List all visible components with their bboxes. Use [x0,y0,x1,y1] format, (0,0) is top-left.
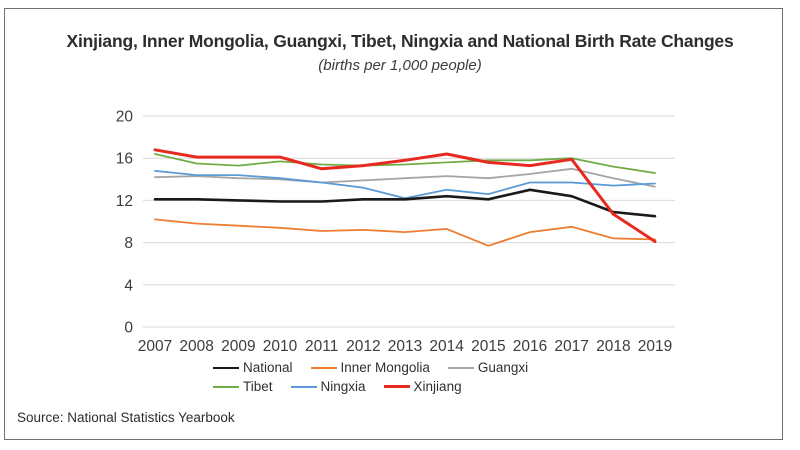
x-tick-label: 2019 [638,338,672,355]
legend-label: Xinjiang [413,379,462,394]
x-tick-label: 2013 [388,338,422,355]
legend-item-national: National [213,360,293,375]
legend-item-tibet: Tibet [213,379,273,394]
legend-line-swatch [213,366,239,369]
series-line-guangxi [154,167,656,188]
x-tick-label: 2016 [513,338,547,355]
y-tick-label: 20 [116,109,134,126]
chart-legend: National Inner Mongolia Guangxi Tibet Ningxi… [213,360,528,394]
legend-line-swatch [447,366,474,369]
series-line-ningxia [154,169,656,200]
legend-item-guangxi: Guangxi [447,360,529,375]
legend-label: Tibet [243,379,273,394]
x-tick-label: 2018 [596,338,630,355]
y-tick-label: 4 [124,277,133,294]
x-tick-label: 2017 [554,338,588,355]
x-tick-label: 2011 [305,338,338,355]
y-tick-label: 16 [116,151,133,168]
source-note: Source: National Statistics Yearbook [17,410,235,425]
x-tick-label: 2015 [471,338,505,355]
legend-label: Ningxia [320,379,366,394]
x-tick-label: 2010 [263,338,298,355]
y-tick-label: 8 [124,235,133,252]
legend-line-swatch [383,385,410,388]
legend-row: Tibet Ningxia Xinjiang [213,379,528,394]
legend-line-swatch [310,366,337,369]
legend-item-xinjiang: Xinjiang [383,379,462,394]
legend-label: Inner Mongolia [340,360,430,375]
x-tick-label: 2007 [138,338,172,355]
legend-label: Guangxi [477,360,529,375]
x-tick-label: 2012 [346,338,380,355]
y-tick-label: 0 [124,320,133,337]
x-tick-label: 2014 [429,338,464,355]
legend-row: National Inner Mongolia Guangxi [213,360,528,375]
legend-line-swatch [290,385,317,388]
series-line-national [153,188,657,218]
legend-item-inner-mongolia: Inner Mongolia [310,360,430,375]
chart-subtitle: (births per 1,000 people) [318,57,482,74]
x-tick-label: 2009 [221,338,255,355]
y-tick-label: 12 [116,193,133,210]
legend-label: National [243,360,293,375]
series-line-inner-mongolia [154,218,656,247]
chart-frame [4,8,783,440]
legend-item-ningxia: Ningxia [290,379,366,394]
chart-title: Xinjiang, Inner Mongolia, Guangxi, Tibet… [66,31,734,51]
x-tick-label: 2008 [179,338,213,355]
series-line-xinjiang [153,148,657,243]
legend-line-swatch [213,385,239,388]
